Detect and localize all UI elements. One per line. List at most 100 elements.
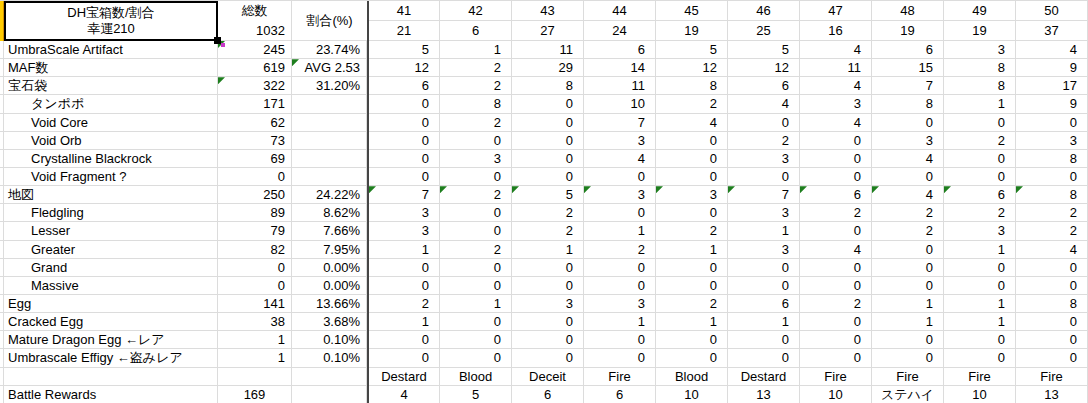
data-cell[interactable]: 4 <box>1016 241 1088 259</box>
data-cell[interactable]: 0 <box>512 331 584 349</box>
data-cell[interactable]: Fire <box>584 368 656 386</box>
data-cell[interactable]: 0 <box>800 150 872 168</box>
data-cell[interactable]: 2 <box>800 295 872 313</box>
data-cell[interactable]: 2 <box>440 186 512 204</box>
ratio-cell[interactable]: 24.22% <box>292 186 367 204</box>
data-cell[interactable]: 4 <box>584 150 656 168</box>
trial-number-cell[interactable]: 41 <box>369 1 439 21</box>
data-cell[interactable]: 1 <box>728 222 800 240</box>
total-cell[interactable]: 171 <box>218 95 292 113</box>
data-cell[interactable]: 2 <box>440 77 512 95</box>
trial-column-header[interactable]: 4625 <box>728 1 800 41</box>
data-cell[interactable]: 1 <box>369 241 440 259</box>
data-cell[interactable]: 4 <box>872 186 944 204</box>
data-cell[interactable]: 3 <box>440 150 512 168</box>
data-cell[interactable]: 0 <box>872 277 944 295</box>
total-cell[interactable]: 1 <box>218 331 292 349</box>
data-cell[interactable]: 0 <box>584 277 656 295</box>
data-cell[interactable]: 0 <box>440 331 512 349</box>
data-cell[interactable]: 0 <box>728 349 800 367</box>
data-cell[interactable]: Fire <box>872 368 944 386</box>
data-cell[interactable]: 0 <box>800 168 872 186</box>
data-cell[interactable]: 0 <box>584 331 656 349</box>
data-cell[interactable]: Blood <box>656 368 728 386</box>
data-cell[interactable]: 0 <box>728 168 800 186</box>
data-cell[interactable]: 4 <box>728 95 800 113</box>
data-cell[interactable]: 0 <box>728 114 800 132</box>
trial-number-cell[interactable]: 48 <box>872 1 943 21</box>
data-cell[interactable]: 2 <box>656 222 728 240</box>
data-cell[interactable]: 2 <box>656 295 728 313</box>
ratio-cell[interactable] <box>292 95 367 113</box>
data-cell[interactable]: 0 <box>656 259 728 277</box>
data-cell[interactable]: 2 <box>584 241 656 259</box>
row-label-cell[interactable] <box>4 368 218 386</box>
title-cell-selected[interactable]: DH宝箱数/割合 幸運210 <box>4 1 218 41</box>
data-cell[interactable]: 8 <box>1016 150 1088 168</box>
trial-column-header[interactable]: 4424 <box>584 1 656 41</box>
data-cell[interactable]: 0 <box>512 259 584 277</box>
data-cell[interactable]: 0 <box>440 132 512 150</box>
data-cell[interactable]: 1 <box>944 313 1016 331</box>
row-label-cell[interactable]: Void Orb <box>4 132 218 150</box>
ratio-cell[interactable]: 0.00% <box>292 259 367 277</box>
data-cell[interactable]: 8 <box>1016 186 1088 204</box>
total-cell[interactable]: 82 <box>218 241 292 259</box>
data-cell[interactable]: 0 <box>656 132 728 150</box>
ratio-column-header[interactable]: 割合(%) <box>292 1 367 41</box>
trial-column-header[interactable]: 4519 <box>656 1 728 41</box>
data-cell[interactable]: 0 <box>369 95 440 113</box>
trial-column-header[interactable]: 4716 <box>800 1 872 41</box>
data-cell[interactable]: 4 <box>800 41 872 59</box>
row-label-cell[interactable]: Grand <box>4 259 218 277</box>
data-cell[interactable]: 2 <box>440 114 512 132</box>
data-cell[interactable]: 2 <box>512 222 584 240</box>
data-cell[interactable]: 3 <box>584 186 656 204</box>
data-cell[interactable]: 6 <box>944 186 1016 204</box>
data-cell[interactable]: 3 <box>944 41 1016 59</box>
data-cell[interactable]: 0 <box>800 132 872 150</box>
data-cell[interactable]: 0 <box>512 132 584 150</box>
data-cell[interactable]: Fire <box>800 368 872 386</box>
trial-count-cell[interactable]: 19 <box>944 21 1015 41</box>
data-cell[interactable]: 6 <box>728 295 800 313</box>
data-cell[interactable]: 17 <box>1016 77 1088 95</box>
data-cell[interactable]: 0 <box>369 349 440 367</box>
data-cell[interactable]: 0 <box>656 349 728 367</box>
ratio-cell[interactable]: 8.62% <box>292 204 367 222</box>
total-cell[interactable]: 79 <box>218 222 292 240</box>
data-cell[interactable]: 0 <box>944 331 1016 349</box>
data-cell[interactable]: 0 <box>944 259 1016 277</box>
ratio-cell[interactable]: 31.20% <box>292 77 367 95</box>
total-cell[interactable]: 1 <box>218 349 292 367</box>
data-cell[interactable]: 11 <box>800 59 872 77</box>
data-cell[interactable]: 0 <box>369 168 440 186</box>
data-cell[interactable]: 2 <box>872 222 944 240</box>
data-cell[interactable]: 2 <box>944 204 1016 222</box>
trial-column-header[interactable]: 4121 <box>369 1 440 41</box>
data-cell[interactable]: 0 <box>656 168 728 186</box>
row-label-cell[interactable]: 宝石袋 <box>4 77 218 95</box>
data-cell[interactable]: 0 <box>1016 168 1088 186</box>
trial-number-cell[interactable]: 50 <box>1016 1 1087 21</box>
trial-number-cell[interactable]: 43 <box>512 1 583 21</box>
data-cell[interactable]: 3 <box>369 204 440 222</box>
data-cell[interactable]: 0 <box>369 114 440 132</box>
data-cell[interactable]: 0 <box>512 150 584 168</box>
row-label-cell[interactable]: 地図 <box>4 186 218 204</box>
data-cell[interactable]: 0 <box>944 168 1016 186</box>
data-cell[interactable]: 2 <box>369 295 440 313</box>
data-cell[interactable]: 0 <box>369 132 440 150</box>
data-cell[interactable]: 0 <box>656 150 728 168</box>
data-cell[interactable]: Destard <box>728 368 800 386</box>
trial-column-header[interactable]: 426 <box>440 1 512 41</box>
data-cell[interactable]: 10 <box>944 386 1016 403</box>
data-cell[interactable]: 1 <box>944 295 1016 313</box>
data-cell[interactable]: 0 <box>440 204 512 222</box>
total-cell[interactable]: 0 <box>218 259 292 277</box>
data-cell[interactable]: 9 <box>1016 95 1088 113</box>
data-cell[interactable]: 4 <box>369 386 440 403</box>
data-cell[interactable]: 2 <box>872 204 944 222</box>
data-cell[interactable]: 9 <box>1016 59 1088 77</box>
total-cell[interactable]: 245 <box>218 41 292 59</box>
